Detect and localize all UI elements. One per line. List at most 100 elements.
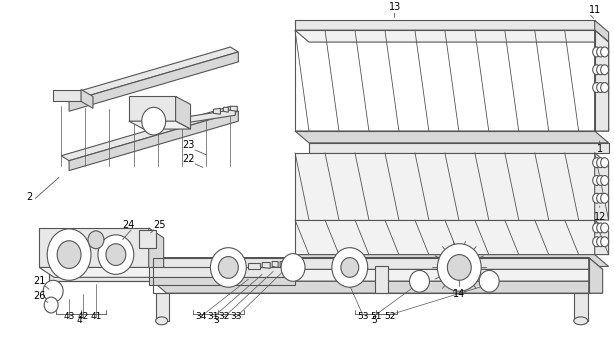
Ellipse shape [600, 176, 608, 186]
Polygon shape [280, 262, 288, 267]
Ellipse shape [341, 257, 359, 277]
Text: 1: 1 [597, 144, 603, 154]
Polygon shape [230, 106, 238, 111]
Polygon shape [139, 230, 156, 248]
Text: 26: 26 [33, 291, 45, 301]
Polygon shape [153, 257, 603, 269]
Ellipse shape [600, 158, 608, 168]
Ellipse shape [600, 193, 608, 203]
Polygon shape [129, 97, 176, 121]
Polygon shape [589, 257, 603, 293]
Polygon shape [81, 90, 93, 108]
Text: 5: 5 [371, 316, 376, 325]
Ellipse shape [44, 297, 58, 313]
Ellipse shape [88, 231, 104, 249]
Polygon shape [149, 267, 295, 277]
Text: 21: 21 [33, 276, 45, 286]
Ellipse shape [597, 65, 605, 75]
Text: 23: 23 [182, 140, 195, 150]
Polygon shape [295, 255, 608, 266]
Ellipse shape [593, 176, 600, 186]
Text: 13: 13 [389, 2, 401, 13]
Ellipse shape [211, 248, 246, 287]
Ellipse shape [593, 65, 600, 75]
Ellipse shape [281, 254, 305, 281]
Ellipse shape [597, 176, 605, 186]
Ellipse shape [597, 158, 605, 168]
Polygon shape [176, 97, 190, 129]
Polygon shape [262, 263, 270, 268]
Polygon shape [156, 293, 169, 321]
Text: 3: 3 [214, 316, 219, 325]
Polygon shape [39, 267, 164, 277]
Polygon shape [153, 269, 603, 281]
Text: 24: 24 [123, 220, 135, 230]
Ellipse shape [597, 237, 605, 247]
Polygon shape [574, 293, 588, 321]
Text: 4: 4 [76, 316, 82, 325]
Ellipse shape [448, 255, 472, 280]
Ellipse shape [57, 241, 81, 268]
Polygon shape [214, 108, 220, 114]
Ellipse shape [106, 244, 126, 266]
Polygon shape [149, 277, 295, 285]
Polygon shape [295, 30, 608, 42]
Text: 34: 34 [195, 312, 206, 321]
Polygon shape [595, 153, 608, 220]
Ellipse shape [597, 193, 605, 203]
Polygon shape [39, 228, 149, 267]
Polygon shape [61, 47, 238, 101]
Text: 11: 11 [589, 5, 601, 15]
Ellipse shape [332, 248, 368, 287]
Ellipse shape [597, 223, 605, 233]
Ellipse shape [593, 237, 600, 247]
Polygon shape [295, 131, 608, 143]
Text: 33: 33 [231, 312, 242, 321]
Ellipse shape [600, 65, 608, 75]
Polygon shape [223, 107, 228, 112]
Ellipse shape [593, 193, 600, 203]
Ellipse shape [597, 83, 605, 92]
Polygon shape [309, 143, 608, 153]
Polygon shape [69, 111, 238, 170]
Ellipse shape [219, 256, 238, 278]
Polygon shape [190, 109, 235, 122]
Ellipse shape [156, 317, 168, 325]
Ellipse shape [593, 83, 600, 92]
Ellipse shape [437, 244, 481, 291]
Text: 42: 42 [77, 312, 88, 321]
Text: 52: 52 [384, 312, 395, 321]
Polygon shape [595, 220, 608, 255]
Ellipse shape [574, 317, 588, 325]
Text: 43: 43 [63, 312, 75, 321]
Text: 25: 25 [154, 220, 166, 230]
Polygon shape [53, 90, 81, 101]
Ellipse shape [43, 280, 63, 302]
Polygon shape [272, 262, 278, 267]
Polygon shape [595, 20, 608, 42]
Polygon shape [49, 273, 153, 281]
Text: 32: 32 [219, 312, 230, 321]
Ellipse shape [98, 235, 134, 275]
Polygon shape [595, 30, 608, 131]
Polygon shape [149, 228, 164, 277]
Polygon shape [61, 106, 238, 161]
Text: 31: 31 [208, 312, 219, 321]
Polygon shape [153, 281, 603, 293]
Ellipse shape [600, 83, 608, 92]
Ellipse shape [593, 47, 600, 57]
Text: 51: 51 [370, 312, 381, 321]
Polygon shape [129, 121, 190, 129]
Ellipse shape [47, 229, 91, 280]
Ellipse shape [410, 270, 429, 292]
Ellipse shape [142, 107, 166, 135]
Text: 41: 41 [90, 312, 102, 321]
Polygon shape [248, 264, 260, 269]
Ellipse shape [479, 270, 499, 292]
Text: 53: 53 [357, 312, 368, 321]
Ellipse shape [600, 223, 608, 233]
Polygon shape [295, 220, 595, 255]
Text: 12: 12 [594, 212, 606, 222]
Polygon shape [595, 30, 608, 131]
Polygon shape [69, 52, 238, 111]
